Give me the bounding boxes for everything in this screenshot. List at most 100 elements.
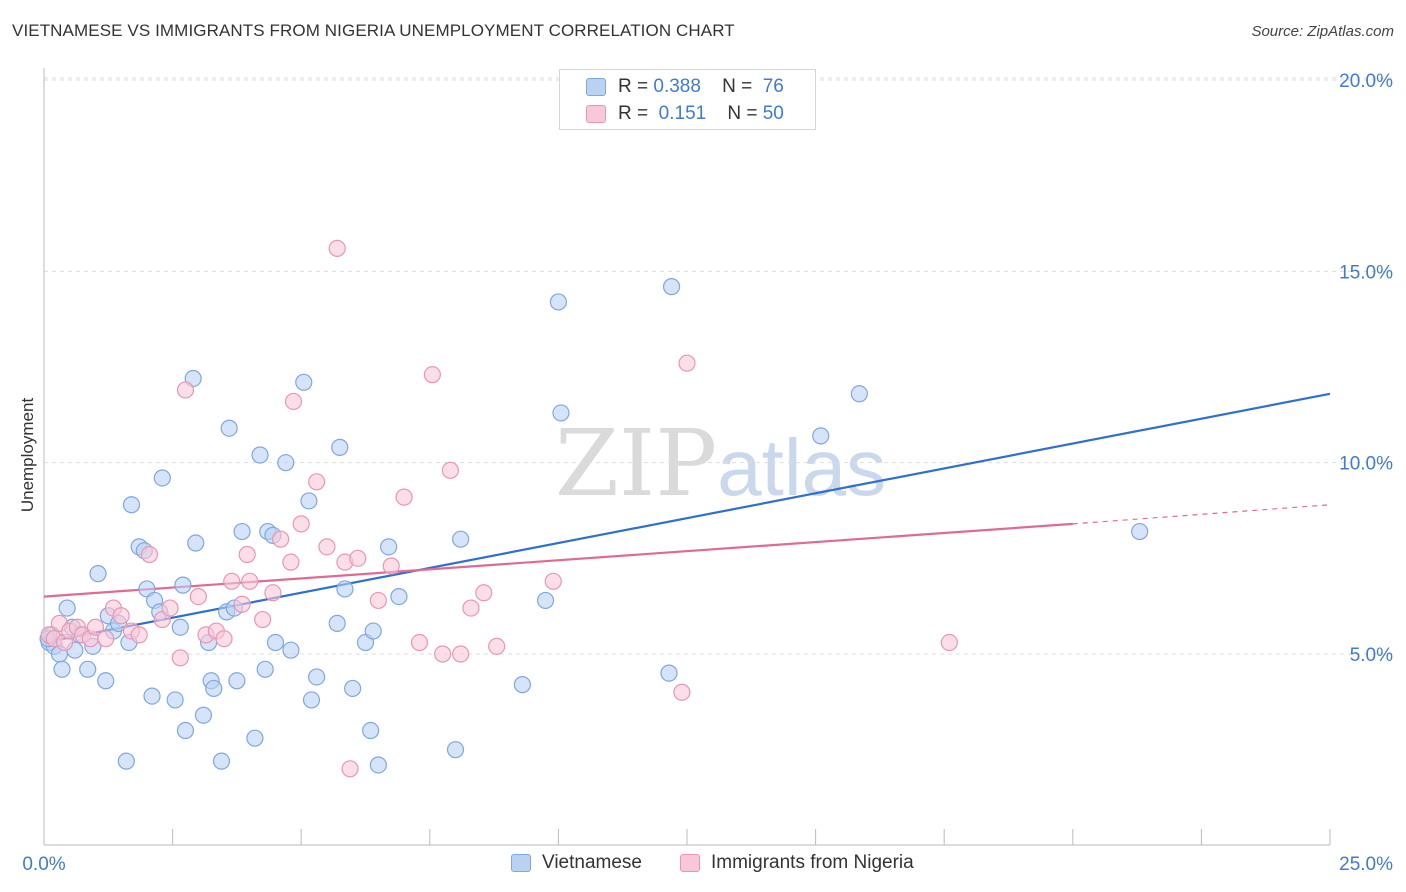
nigeria-point: [475, 584, 493, 602]
y-tick-label: 15.0%: [1339, 262, 1393, 283]
vietnamese-point: [513, 676, 531, 694]
vietnamese-point: [295, 373, 313, 391]
watermark-zip: ZIP: [555, 410, 718, 517]
nigeria-point: [223, 572, 241, 590]
axes: [43, 68, 1331, 846]
watermark: ZIPatlas: [555, 410, 886, 517]
vietnamese-point: [97, 672, 115, 690]
nigeria-point: [395, 488, 413, 506]
vietnamese-point: [194, 706, 213, 724]
nigeria-point: [318, 538, 336, 556]
vietnamese-point: [549, 293, 568, 311]
vietnamese-point: [79, 660, 97, 678]
y-tick-label: 5.0%: [1350, 645, 1393, 666]
vietnamese-point: [53, 660, 71, 678]
vietnamese-point: [205, 679, 223, 698]
nigeria-point: [112, 607, 130, 625]
vietnamese-point: [282, 641, 300, 659]
vietnamese-point: [369, 756, 387, 774]
vietnamese-point: [122, 496, 141, 514]
nigeria-point: [488, 637, 506, 655]
trend-lines: [43, 392, 1331, 644]
nigeria-point: [284, 392, 303, 411]
n-value: 76: [762, 76, 784, 97]
vietnamese-point: [228, 672, 246, 690]
legend-label: Immigrants from Nigeria: [711, 852, 914, 873]
vietnamese-point: [58, 599, 76, 617]
vietnamese-point: [171, 618, 189, 636]
vietnamese-point: [452, 530, 470, 548]
vietnamese-point: [300, 492, 318, 510]
vietnamese-point: [176, 721, 195, 740]
vietnamese-point: [256, 660, 274, 678]
x-tick-label: 25.0%: [1339, 854, 1393, 875]
vietnamese-point: [552, 404, 570, 422]
nigeria-point: [292, 515, 310, 533]
nigeria-point: [254, 610, 272, 629]
nigeria-point: [272, 530, 290, 548]
vietnamese-point: [446, 741, 465, 759]
vietnamese-point: [331, 438, 349, 456]
vietnamese-point: [153, 469, 171, 487]
vietnamese-point: [143, 687, 161, 705]
nigeria-point: [441, 461, 459, 479]
y-tick-label: 20.0%: [1339, 71, 1393, 92]
r-value: 0.151: [658, 103, 707, 124]
nigeria-point: [462, 599, 480, 617]
nigeria-point: [940, 633, 958, 652]
n-label: N =: [727, 103, 758, 124]
nigeria-swatch: [586, 105, 606, 123]
nigeria-point: [452, 645, 470, 663]
vietnamese-swatch: [586, 78, 606, 96]
vietnamese-point: [1131, 522, 1149, 541]
vietnamese-point: [251, 446, 269, 464]
nigeria-point: [369, 591, 387, 610]
nigeria-point: [161, 599, 179, 617]
n-label: N =: [722, 76, 753, 97]
n-value: 50: [762, 103, 784, 124]
vietnamese-point: [187, 534, 205, 552]
nigeria-point: [86, 618, 105, 636]
vietnamese-point: [302, 691, 321, 709]
y-tick-label: 10.0%: [1339, 454, 1393, 475]
nigeria-point: [176, 381, 195, 399]
legend-label: Vietnamese: [542, 852, 642, 873]
chart-source: Source: ZipAtlas.com: [1251, 23, 1394, 40]
vietnamese-point: [812, 427, 830, 445]
vietnamese-point: [174, 576, 192, 594]
nigeria-point: [678, 354, 696, 372]
nigeria-point: [215, 630, 233, 648]
nigeria-legend-swatch: [680, 854, 700, 872]
nigeria-point: [233, 595, 251, 613]
nigeria-point: [171, 649, 189, 667]
vietnamese-point: [328, 614, 346, 632]
nigeria-point: [189, 587, 207, 606]
vietnamese-point: [850, 385, 868, 403]
nigeria-trend-extension: [1072, 504, 1331, 525]
nigeria-point: [97, 630, 115, 648]
nigeria-point: [382, 557, 400, 575]
vietnamese-point: [536, 591, 555, 610]
chart-title: VIETNAMESE VS IMMIGRANTS FROM NIGERIA UN…: [12, 21, 735, 40]
vietnamese-point: [362, 721, 380, 740]
nigeria-point: [423, 366, 441, 384]
nigeria-point: [410, 633, 429, 652]
nigeria-point: [328, 239, 346, 257]
x-tick-label: 0.0%: [22, 854, 65, 875]
nigeria-point: [308, 473, 326, 491]
nigeria-point: [341, 760, 359, 778]
tick-labels: 5.0% 10.0% 15.0% 20.0% 0.0% 25.0%: [22, 71, 1393, 875]
nigeria-point: [140, 545, 159, 564]
vietnamese-point: [266, 633, 285, 652]
nigeria-point: [282, 553, 300, 571]
vietnamese-point: [660, 664, 678, 682]
nigeria-point: [673, 683, 691, 701]
r-label: R =: [618, 76, 649, 97]
vietnamese-point: [89, 565, 107, 583]
vietnamese-point: [662, 278, 681, 296]
nigeria-point: [241, 572, 259, 590]
vietnamese-legend-swatch: [511, 854, 531, 872]
vietnamese-point: [336, 580, 354, 598]
vietnamese-point: [220, 419, 238, 437]
